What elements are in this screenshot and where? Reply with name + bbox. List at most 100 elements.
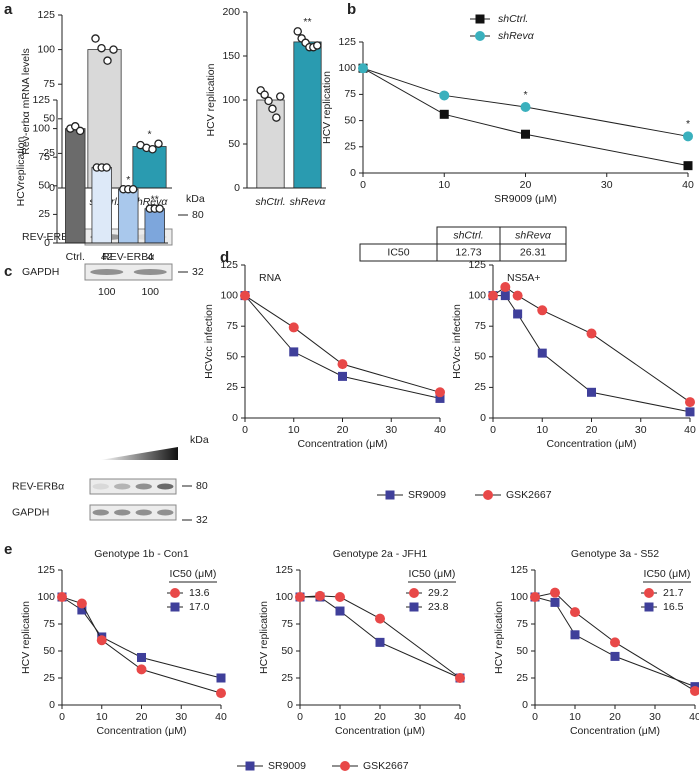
annotation: ** — [151, 193, 159, 205]
y-tick-label: 100 — [37, 591, 55, 603]
blot-band — [114, 509, 131, 516]
ic50-value: 21.7 — [663, 587, 684, 599]
data-point — [268, 104, 277, 114]
data-point — [128, 184, 138, 194]
y-tick-label: 100 — [338, 62, 356, 74]
data-point — [76, 598, 87, 609]
y-axis-label: HCV replication — [493, 601, 505, 674]
data-point — [537, 348, 547, 358]
y-tick-label: 50 — [43, 645, 55, 657]
panel-letter: e — [4, 541, 12, 558]
x-tick-label: shCtrl. — [255, 196, 285, 208]
x-tick-label: 20 — [609, 711, 621, 723]
ic50-title: IC50 (μM) — [409, 568, 456, 580]
chart-title: Genotype 2a - JFH1 — [333, 548, 428, 560]
y-tick-label: 25 — [38, 208, 50, 220]
blot-label: REV-ERBα — [12, 480, 64, 492]
series-line — [362, 67, 689, 167]
data-point — [295, 592, 305, 602]
kda-label: kDa — [186, 193, 205, 205]
blot-strip — [89, 504, 177, 521]
table-header: shRevα — [515, 229, 552, 241]
y-axis-label: Rev-erbα mRNA levels — [20, 48, 32, 154]
y-tick-label: 75 — [226, 320, 238, 332]
bar — [256, 99, 285, 189]
blot-band — [157, 483, 174, 490]
y-tick-label: 100 — [222, 94, 240, 106]
legend-label: GSK2667 — [363, 760, 409, 772]
x-axis-label: Concentration (μM) — [297, 438, 387, 450]
y-tick-label: 100 — [37, 43, 55, 55]
y-tick-label: 50 — [281, 645, 293, 657]
y-tick-label: 50 — [228, 138, 240, 150]
x-tick-label: 40 — [682, 179, 694, 191]
ic50-value: 23.8 — [428, 601, 449, 613]
y-tick-label: 0 — [350, 167, 356, 179]
x-tick-label: 30 — [601, 179, 613, 191]
data-point — [337, 359, 348, 370]
data-point — [685, 397, 695, 408]
y-tick-label: 75 — [474, 320, 486, 332]
y-axis-label: HCV replication — [20, 601, 32, 674]
y-tick-label: 75 — [38, 151, 50, 163]
y-tick-label: 100 — [275, 591, 293, 603]
data-point — [335, 606, 345, 616]
y-tick-label: 75 — [281, 618, 293, 630]
y-axis-label: HCV replication — [205, 63, 217, 136]
x-tick-label: 40 — [689, 711, 699, 723]
data-point — [264, 96, 273, 106]
kda-marker-label: 80 — [192, 209, 204, 221]
y-tick-label: 125 — [220, 259, 238, 271]
data-point — [610, 637, 620, 648]
series-line — [244, 295, 441, 399]
ic50-value: 13.6 — [189, 587, 210, 599]
x-tick-label: Ctrl. — [66, 251, 85, 263]
kda-marker-label: 80 — [196, 480, 208, 492]
data-point — [96, 635, 107, 646]
data-point — [500, 282, 511, 293]
bar — [144, 208, 165, 244]
legend-label: GSK2667 — [506, 489, 552, 501]
data-point — [315, 590, 325, 601]
x-tick-label: 10 — [438, 179, 450, 191]
y-tick-label: 0 — [234, 182, 240, 194]
blot-band — [114, 483, 131, 490]
data-point — [155, 204, 164, 213]
y-tick-label: 125 — [32, 94, 50, 106]
x-axis-label: Concentration (μM) — [570, 725, 660, 737]
ic50-value: 17.0 — [189, 601, 210, 613]
legend-marker — [475, 14, 485, 24]
y-tick-label: 25 — [474, 381, 486, 393]
data-point — [455, 673, 465, 683]
data-point — [136, 664, 147, 675]
data-point — [77, 605, 87, 615]
y-tick-label: 0 — [49, 699, 55, 711]
data-point — [91, 34, 100, 43]
data-point — [97, 43, 106, 53]
series-line — [244, 295, 441, 393]
y-tick-label: 25 — [516, 672, 528, 684]
y-tick-label: 50 — [226, 351, 238, 363]
y-tick-label: 25 — [43, 672, 55, 684]
ic50-key-marker — [409, 588, 419, 598]
x-axis-label: Concentration (μM) — [546, 438, 636, 450]
data-point — [338, 371, 347, 381]
legend-label: SR9009 — [408, 489, 446, 501]
data-point — [439, 109, 449, 119]
y-tick-label: 50 — [344, 114, 356, 126]
annotation: * — [523, 89, 527, 101]
kda-label: kDa — [190, 434, 209, 446]
data-point — [683, 131, 693, 142]
legend-marker — [245, 761, 255, 771]
blot-band — [92, 483, 109, 490]
ic50-title: IC50 (μM) — [170, 568, 217, 580]
x-tick-label: 20 — [374, 711, 386, 723]
data-point — [550, 587, 560, 598]
data-point — [57, 592, 67, 602]
data-point — [550, 597, 560, 607]
y-axis-label: HCVcc infection — [203, 304, 215, 379]
condition-label: RNA — [259, 272, 281, 284]
x-tick-label: 30 — [385, 424, 397, 436]
chart-title: Genotype 3a - S52 — [571, 548, 659, 560]
